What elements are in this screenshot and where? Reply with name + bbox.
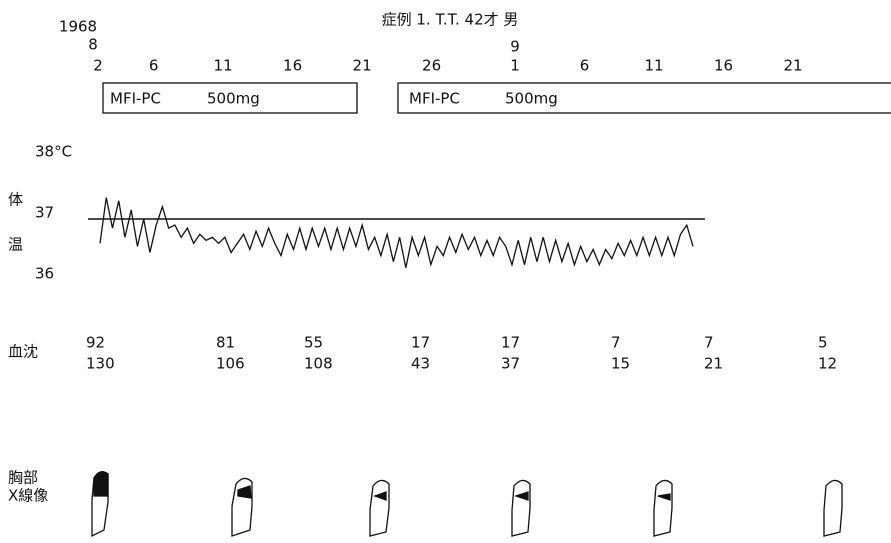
chart-title: 症例 1. T.T. 42才 男 [382, 11, 519, 29]
esr-2h: 12 [818, 355, 837, 373]
esr-2h: 21 [704, 355, 723, 373]
year: 1968 [59, 18, 97, 36]
temperature-label: 温 [8, 236, 23, 254]
month: 9 [510, 38, 520, 56]
esr-label: 血沈 [8, 343, 38, 361]
esr-1h: 17 [501, 334, 520, 352]
xray-label: 胸部 [8, 469, 38, 487]
esr-2h: 106 [216, 355, 245, 373]
day: 2 [93, 57, 103, 75]
day: 26 [422, 57, 441, 75]
day: 11 [644, 57, 663, 75]
month: 8 [88, 36, 98, 54]
esr-1h: 55 [304, 334, 323, 352]
esr-2h: 15 [611, 355, 630, 373]
esr-1h: 81 [216, 334, 235, 352]
dose: 500mg [505, 90, 558, 108]
treatment-box [397, 82, 891, 114]
drug: MFI-PC [409, 90, 460, 108]
temperature-line [99, 197, 694, 268]
day: 1 [510, 57, 520, 75]
esr-2h: 130 [86, 355, 115, 373]
y-tick-label: 36 [35, 264, 54, 282]
esr-1h: 7 [704, 334, 714, 352]
day: 11 [214, 57, 233, 75]
esr-1h: 7 [611, 334, 621, 352]
day: 21 [783, 57, 802, 75]
y-tick-label: 37 [35, 204, 54, 222]
drug: MFI-PC [110, 90, 161, 108]
day: 6 [580, 57, 590, 75]
day: 16 [714, 57, 733, 75]
esr-1h: 92 [86, 334, 105, 352]
day: 21 [353, 57, 372, 75]
day: 16 [283, 57, 302, 75]
temperature-label: 体 [8, 191, 23, 209]
y-tick-label: 38°C [35, 143, 72, 161]
day: 6 [149, 57, 159, 75]
dose: 500mg [207, 90, 260, 108]
xray-label: X線像 [8, 487, 48, 505]
esr-2h: 43 [411, 355, 430, 373]
treatment-box [102, 82, 358, 114]
esr-2h: 108 [304, 355, 333, 373]
xray-images [91, 471, 843, 538]
esr-1h: 17 [411, 334, 430, 352]
esr-1h: 5 [818, 334, 828, 352]
esr-2h: 37 [501, 355, 520, 373]
